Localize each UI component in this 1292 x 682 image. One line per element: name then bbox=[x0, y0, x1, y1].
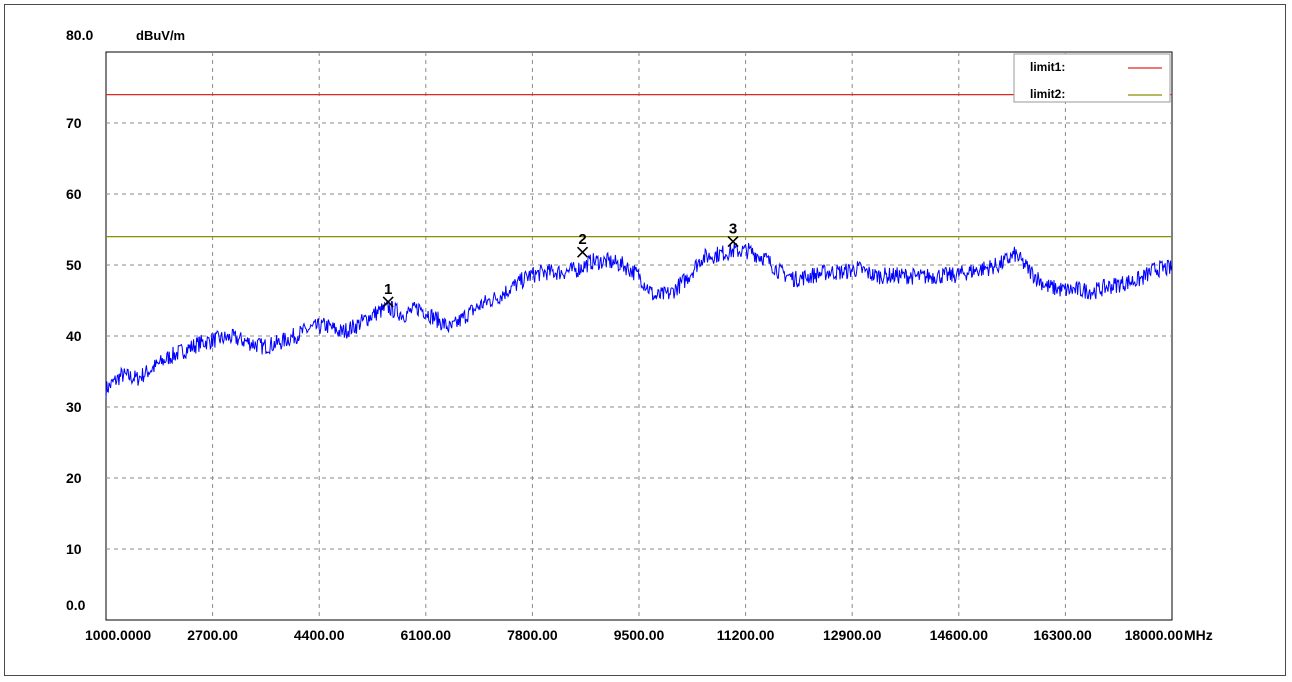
trace-line bbox=[105, 242, 1173, 398]
x-tick-label: 11200.00 bbox=[717, 627, 775, 643]
x-tick-label: 1000.0000 bbox=[85, 627, 151, 643]
x-tick-label: 7800.00 bbox=[507, 627, 558, 643]
marker-1: 1 bbox=[382, 281, 394, 308]
x-tick-label: 4400.00 bbox=[294, 627, 345, 643]
y-tick-label: 0.0 bbox=[66, 597, 86, 613]
legend-label-limit1: limit1: bbox=[1030, 60, 1065, 74]
x-tick-label: 2700.00 bbox=[187, 627, 238, 643]
x-tick-label: 18000.00 bbox=[1125, 627, 1184, 643]
x-axis-unit: MHz bbox=[1184, 627, 1213, 643]
marker-label: 3 bbox=[729, 221, 737, 238]
grid-lines bbox=[106, 52, 1172, 620]
marker-label: 2 bbox=[578, 231, 586, 248]
x-tick-label: 16300.00 bbox=[1033, 627, 1092, 643]
x-tick-label: 12900.00 bbox=[823, 627, 882, 643]
marker-cross-icon bbox=[727, 236, 739, 248]
legend-label-limit2: limit2: bbox=[1030, 87, 1065, 101]
y-tick-label: 20 bbox=[66, 470, 82, 486]
marker-cross-icon bbox=[382, 296, 394, 308]
y-tick-label: 70 bbox=[66, 115, 82, 131]
marker-3: 3 bbox=[727, 221, 739, 248]
x-tick-label: 9500.00 bbox=[614, 627, 665, 643]
legend-box bbox=[1013, 53, 1171, 103]
y-axis-ticks: 80.0 70 60 50 40 30 20 10 0.0 bbox=[66, 27, 93, 613]
y-tick-label: 80.0 bbox=[66, 27, 93, 43]
y-tick-label: 50 bbox=[66, 257, 82, 273]
x-tick-label: 6100.00 bbox=[400, 627, 451, 643]
y-axis-unit: dBuV/m bbox=[136, 28, 185, 43]
peak-markers: 1 2 3 bbox=[382, 221, 739, 308]
x-tick-label: 14600.00 bbox=[930, 627, 989, 643]
y-tick-label: 10 bbox=[66, 541, 82, 557]
y-tick-label: 40 bbox=[66, 328, 82, 344]
legend: limit1: limit2: bbox=[1013, 53, 1171, 103]
marker-2: 2 bbox=[576, 231, 589, 258]
marker-label: 1 bbox=[384, 281, 392, 298]
x-axis-ticks: 1000.0000 2700.00 4400.00 6100.00 7800.00 950… bbox=[85, 627, 1183, 643]
y-tick-label: 30 bbox=[66, 399, 82, 415]
emission-trace bbox=[105, 242, 1173, 398]
y-tick-label: 60 bbox=[66, 186, 82, 202]
marker-cross-icon bbox=[576, 246, 589, 258]
limit-lines bbox=[106, 93, 1172, 238]
